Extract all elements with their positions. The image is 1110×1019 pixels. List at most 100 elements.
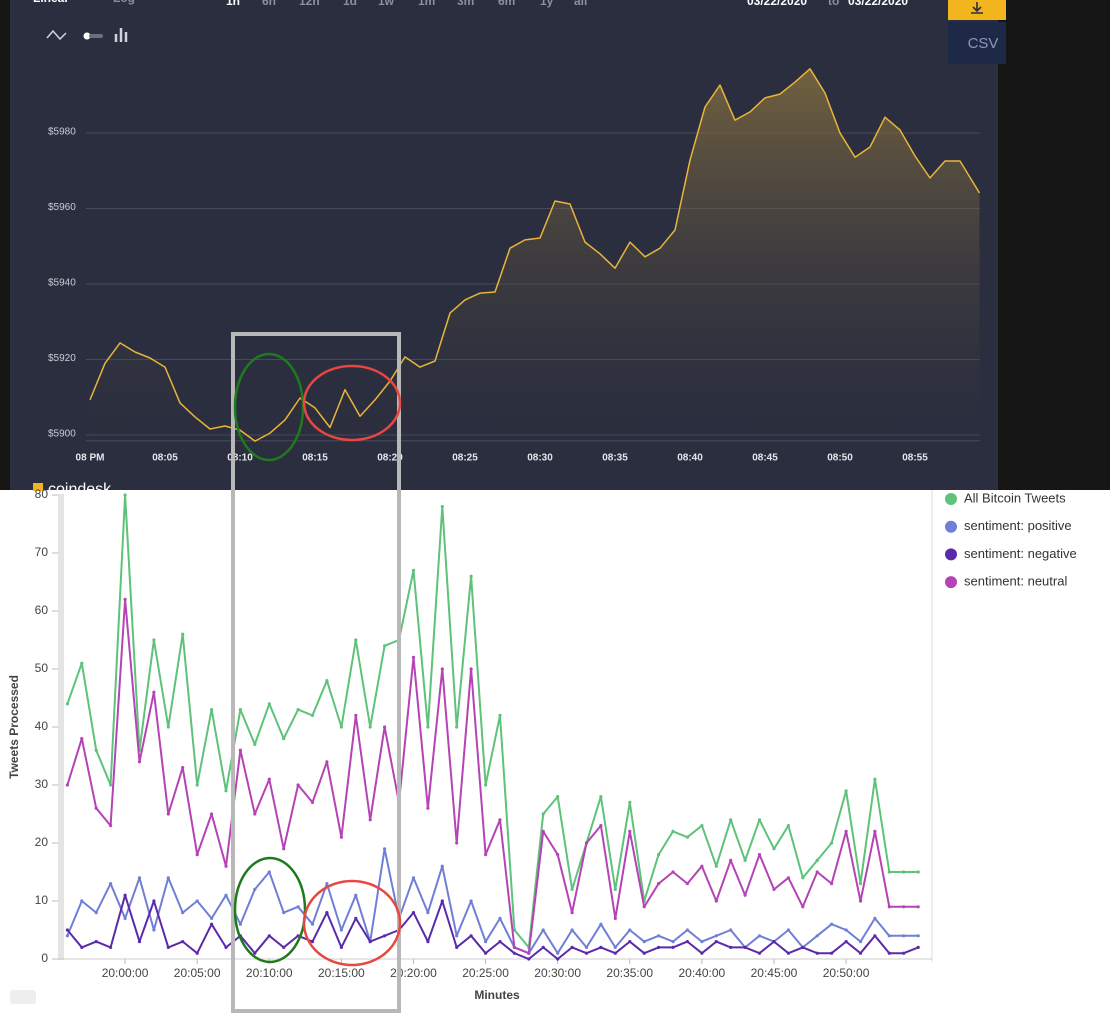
x-tick-label: 08:20 xyxy=(377,453,403,464)
point xyxy=(541,829,545,834)
point xyxy=(858,899,863,903)
scale-option[interactable]: Log xyxy=(113,0,135,5)
y-tick-label: 20 xyxy=(35,835,49,849)
legend-swatch xyxy=(945,576,957,589)
point xyxy=(166,725,170,729)
range-option[interactable]: all xyxy=(574,0,587,8)
point xyxy=(729,945,733,950)
point xyxy=(671,829,675,834)
point xyxy=(325,679,329,683)
line xyxy=(66,494,919,949)
point xyxy=(570,945,574,950)
point xyxy=(440,864,444,868)
range-option[interactable]: 1d xyxy=(343,0,357,8)
highlight-box xyxy=(231,332,401,1013)
point xyxy=(123,893,127,897)
toolbar: Linear Log 1h 6h 12h 1d 1w 1m 3m 6m 1y a… xyxy=(33,0,1006,498)
point xyxy=(786,951,791,955)
point xyxy=(166,876,170,880)
point xyxy=(455,725,459,729)
range-option[interactable]: 12h xyxy=(299,0,320,8)
point xyxy=(642,940,646,944)
x-tick-label: 08:05 xyxy=(152,453,178,464)
red-ellipse xyxy=(302,879,402,967)
point xyxy=(757,853,762,857)
point xyxy=(310,800,315,805)
point xyxy=(238,748,242,752)
point xyxy=(599,922,603,926)
point xyxy=(152,690,156,694)
point xyxy=(455,945,459,950)
range-option[interactable]: 1y xyxy=(540,0,554,8)
toggle-track[interactable] xyxy=(89,34,103,38)
point xyxy=(469,934,473,938)
point xyxy=(830,951,834,955)
candle-icon[interactable] xyxy=(114,28,128,42)
point xyxy=(786,876,791,880)
point xyxy=(296,783,300,787)
date-from[interactable]: 03/22/2020 xyxy=(747,0,807,8)
point xyxy=(368,818,372,822)
point xyxy=(339,928,343,932)
point xyxy=(786,928,791,932)
x-tick-label: 20:40:00 xyxy=(678,966,725,980)
point xyxy=(685,928,690,932)
point xyxy=(671,945,675,950)
range-option[interactable]: 1m xyxy=(418,0,435,8)
x-tick-label: 08:45 xyxy=(752,453,778,464)
point xyxy=(743,893,747,897)
point xyxy=(916,934,920,938)
x-tick-label: 08:40 xyxy=(677,453,703,464)
point xyxy=(830,841,834,845)
scroll-stub xyxy=(10,990,36,1004)
point xyxy=(224,893,228,897)
line-icon[interactable] xyxy=(46,29,67,41)
point xyxy=(354,713,358,718)
point xyxy=(541,928,545,932)
point xyxy=(368,940,372,944)
range-option[interactable]: 6m xyxy=(498,0,515,8)
point xyxy=(426,806,430,810)
point xyxy=(152,899,156,903)
point xyxy=(902,870,906,874)
point xyxy=(830,922,834,926)
csv-button[interactable] xyxy=(948,22,1006,64)
range-option[interactable]: 1w xyxy=(378,0,395,8)
point xyxy=(743,945,747,950)
point xyxy=(282,737,286,741)
point xyxy=(109,882,113,886)
point xyxy=(253,812,257,816)
point xyxy=(296,708,300,712)
x-tick-label: 20:25:00 xyxy=(462,966,509,980)
point xyxy=(210,922,214,926)
point xyxy=(498,916,502,921)
toggle-knob[interactable] xyxy=(83,32,91,40)
point xyxy=(714,899,718,903)
date-to[interactable]: 03/22/2020 xyxy=(848,0,908,8)
range-option[interactable]: 6h xyxy=(262,0,276,8)
point xyxy=(65,934,69,938)
point xyxy=(498,713,502,718)
point xyxy=(657,853,661,857)
point xyxy=(426,940,430,944)
point xyxy=(714,934,718,938)
scale-option[interactable]: Linear xyxy=(33,0,69,5)
y-tick-label: $5940 xyxy=(48,278,76,289)
x-tick-label: 08:15 xyxy=(302,453,328,464)
point xyxy=(109,945,113,950)
point xyxy=(411,655,416,660)
y-tick-label: 60 xyxy=(35,603,49,617)
x-tick-label: 20:50:00 xyxy=(823,966,870,980)
point xyxy=(657,934,661,938)
range-option[interactable]: 3m xyxy=(457,0,474,8)
point xyxy=(628,800,632,805)
y-tick-label: 40 xyxy=(35,719,49,733)
plots: $5900 $5920 $5940 $5960 $5980 08 PM 08:05 08:10… xyxy=(7,68,1077,1002)
point xyxy=(440,505,444,509)
point xyxy=(801,945,805,950)
point xyxy=(484,783,488,787)
point xyxy=(714,940,718,944)
point xyxy=(830,882,834,886)
range-option[interactable]: 1h xyxy=(226,0,240,8)
point xyxy=(757,818,762,822)
